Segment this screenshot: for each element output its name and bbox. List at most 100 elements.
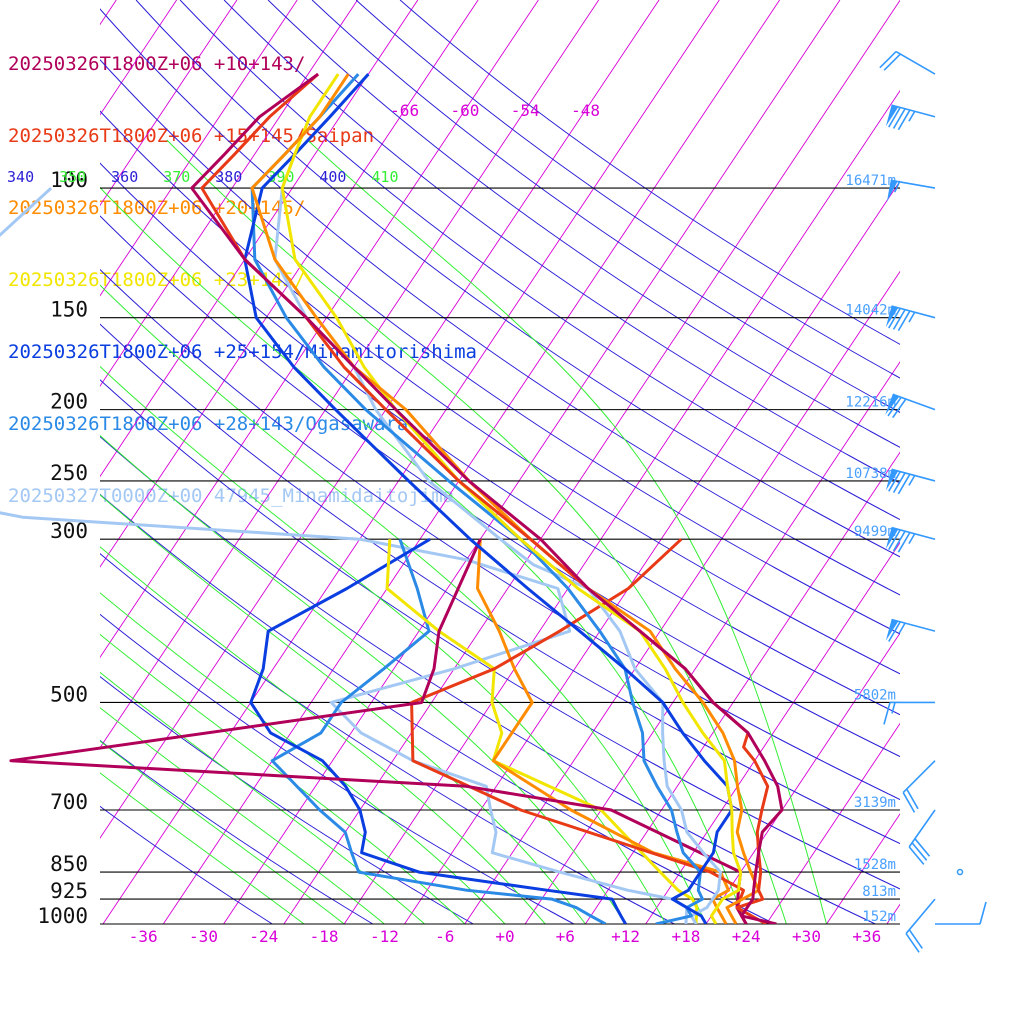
barb-full: [897, 473, 911, 495]
isotherm-line: [947, 0, 1024, 924]
wind-barb: [885, 393, 936, 419]
temperature-line: [243, 73, 734, 924]
barb-full: [892, 530, 906, 552]
dry-adiabat-line: [135, 0, 900, 558]
moist-adiabat-line: [100, 772, 305, 924]
pressure-label: 150: [50, 298, 88, 322]
barb-full: [888, 307, 901, 329]
calm-circle: [956, 868, 964, 876]
temp-tick-label: +12: [611, 927, 640, 946]
moist-adiabat-line: [100, 546, 546, 924]
wind-barb: [908, 809, 936, 865]
barb-shaft: [895, 50, 936, 75]
pressure-label: 300: [50, 519, 88, 543]
height-label: 10738m: [845, 466, 896, 482]
top-temp-label: -66: [390, 101, 419, 120]
legend-entry: 20250326T1800Z+06 +15+145/Saipan: [8, 125, 375, 147]
soundings: [0, 72, 784, 924]
isotherm-line: [524, 361, 900, 924]
barb-full: [897, 109, 911, 131]
temp-tick-label: -24: [249, 927, 278, 946]
barb-full: [892, 398, 907, 419]
barb-full: [908, 846, 925, 865]
dewpoint-line: [249, 537, 627, 924]
isotherm-line: [343, 89, 900, 924]
barb-full: [883, 53, 901, 71]
temp-tick-label: -30: [189, 927, 218, 946]
isotherm-line: [100, 0, 358, 387]
barb-full: [897, 532, 911, 553]
wind-barb: [902, 760, 936, 813]
barb-shaft: [891, 104, 936, 118]
top-temp-label: -48: [571, 101, 600, 120]
height-label: 5802m: [854, 687, 896, 703]
wind-barb: [885, 468, 936, 495]
top-temp-label: -60: [450, 101, 479, 120]
theta-label: 380: [215, 168, 242, 186]
dry-adiabat-line: [179, 0, 900, 521]
barb-half: [908, 475, 916, 486]
height-label: 1528m: [854, 857, 896, 873]
barb-flag: [885, 619, 899, 641]
barb-shaft: [908, 809, 936, 848]
moist-adiabat-line: [307, 139, 828, 924]
top-temp-label: -54: [511, 101, 540, 120]
barb-half: [908, 311, 916, 323]
dry-adiabat-line: [100, 268, 900, 801]
barb-flag: [885, 105, 899, 127]
wind-barb: [885, 104, 936, 131]
dry-adiabat-line: [100, 215, 900, 758]
isotherm-line: [100, 0, 660, 839]
dry-adiabat-line: [100, 162, 900, 716]
isotherm-line: [1008, 0, 1024, 924]
barb-flag: [886, 180, 898, 202]
barb-shaft: [891, 526, 936, 540]
moist-adiabat-line: [100, 365, 667, 924]
dry-adiabat-line: [100, 553, 675, 924]
temp-tick-label: -12: [370, 927, 399, 946]
isotherm-line: [100, 0, 419, 478]
barb-shaft: [892, 393, 936, 411]
barb-full: [879, 51, 897, 69]
temperature-line: [280, 73, 743, 924]
wind-barb: [905, 898, 936, 953]
dry-adiabat-line: [223, 0, 900, 484]
dry-adiabat-line: [100, 8, 900, 596]
isotherm-line: [100, 0, 238, 207]
temperature-line: [250, 73, 704, 924]
barb-half: [891, 702, 896, 714]
temp-tick-label: +18: [671, 927, 700, 946]
barb-flag: [885, 469, 899, 491]
temp-tick-label: +24: [732, 927, 761, 946]
temp-tick-label: -6: [435, 927, 454, 946]
dewpoint-line: [0, 186, 689, 924]
dewpoint-line: [410, 538, 748, 924]
barb-flag: [885, 527, 899, 549]
isotherm-line: [645, 541, 900, 924]
barb-full: [892, 108, 906, 129]
moist-adiabat-line: [100, 671, 425, 924]
moist-adiabat-line: [100, 633, 466, 924]
barb-shaft: [891, 618, 936, 632]
barb-full: [905, 933, 920, 953]
isotherm-line: [283, 0, 900, 924]
wind-barb: [956, 868, 964, 876]
temp-tick-label: +36: [852, 927, 881, 946]
pressure-label: 700: [50, 790, 88, 814]
temperature-line: [250, 73, 761, 924]
dry-adiabat-line: [311, 0, 900, 413]
temp-tick-label: -36: [129, 927, 158, 946]
isotherm-line: [100, 0, 600, 749]
barb-full: [888, 621, 901, 642]
height-label: 14042m: [845, 303, 896, 319]
wind-barb: [883, 701, 935, 725]
barb-half: [908, 110, 916, 122]
pressure-label: 925: [50, 879, 88, 903]
dewpoint-line: [270, 538, 607, 924]
height-label: 16471m: [845, 173, 896, 189]
isotherm-line: [100, 0, 298, 297]
legend-entry: 20250327T0000Z+00 47945_Minamidaitojima: [8, 485, 455, 507]
barb-shaft: [891, 468, 936, 482]
theta-label: 350: [59, 168, 86, 186]
